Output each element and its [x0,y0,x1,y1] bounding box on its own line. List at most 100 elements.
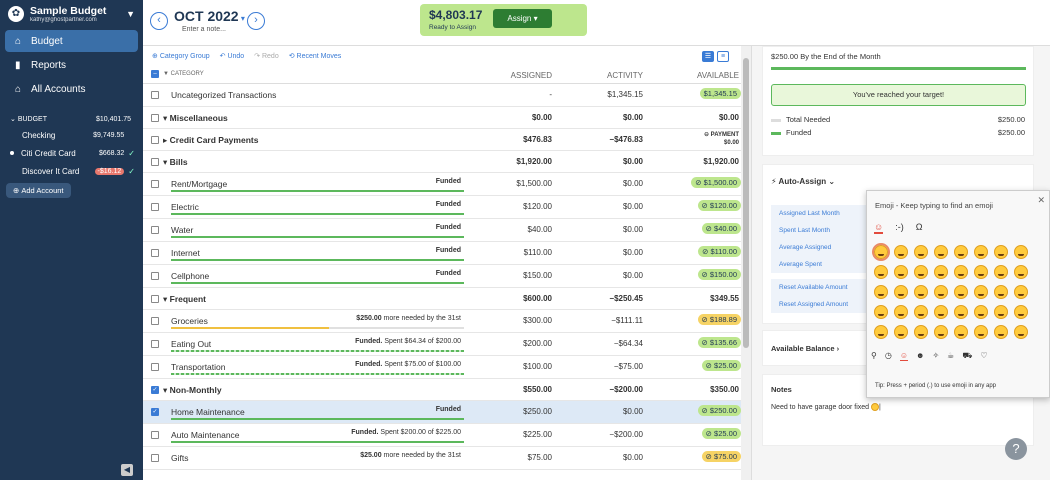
row-checkbox[interactable] [151,249,159,257]
emoji-face-icon[interactable] [934,285,948,299]
activity-value[interactable]: $0.00 [622,248,643,257]
category-group-row[interactable]: ▾ Frequent $600.00 −$250.45 $349.55 [143,288,751,310]
group-name[interactable]: ▾ Miscellaneous [163,113,228,123]
assigned-value[interactable]: $1,920.00 [516,157,552,166]
emoji-face-icon[interactable] [1014,325,1028,339]
available-pill[interactable]: ⊘ $150.00 [697,269,741,280]
activity-value[interactable]: $0.00 [622,202,643,211]
activity-value[interactable]: −$200.00 [609,385,643,394]
collapse-sidebar-icon[interactable]: ◀ [121,464,133,476]
category-row[interactable]: Eating Out Funded. Spent $64.34 of $200.0… [143,333,751,356]
assigned-value[interactable]: $200.00 [523,339,552,348]
category-row[interactable]: Transportation Funded. Spent $75.00 of $1… [143,356,751,379]
category-name[interactable]: Auto Maintenance [171,430,240,440]
row-checkbox[interactable] [151,454,159,462]
category-name[interactable]: Rent/Mortgage [171,179,228,189]
assigned-value[interactable]: $1,500.00 [516,179,552,188]
assigned-value[interactable]: $75.00 [527,453,552,462]
row-checkbox[interactable] [151,295,159,303]
smiley-icon[interactable]: ☺ [899,351,909,361]
category-row[interactable]: Water Funded $40.00 $0.00 ⊘ $40.00 [143,219,751,242]
group-name[interactable]: ▾ Frequent [163,294,207,304]
emoji-face-icon[interactable] [974,285,988,299]
assigned-value[interactable]: $110.00 [523,248,552,257]
category-name[interactable]: Transportation [171,362,226,372]
category-row[interactable]: Electric Funded $120.00 $0.00 ⊘ $120.00 [143,196,751,219]
category-group-row[interactable]: ▸ Credit Card Payments $476.83 −$476.83 ⊖ P… [143,129,751,151]
available-pill[interactable]: ⊘ $110.00 [698,246,741,257]
recent-icon[interactable]: ◷ [884,351,892,360]
account-discover-it-card[interactable]: Discover It Card -$16.12 ✓ [0,162,143,180]
available-pill[interactable]: ⊘ $1,500.00 [691,177,741,188]
nav-all-accounts[interactable]: ⌂ All Accounts [5,78,138,100]
auto-assign-item[interactable]: Average Assigned [771,239,871,256]
food-icon[interactable]: ☕ [947,351,955,360]
activity-value[interactable]: $0.00 [622,113,643,122]
redo-button[interactable]: ↷ Redo [254,53,279,60]
activity-value[interactable]: $0.00 [622,271,643,280]
category-row[interactable]: Groceries $250.00 more needed by the 31st… [143,310,751,333]
travel-icon[interactable]: ⛟ [962,351,973,360]
row-checkbox[interactable] [151,317,159,325]
emoji-face-icon[interactable] [1014,265,1028,279]
emoji-face-icon[interactable] [874,305,888,319]
activity-value[interactable]: $0.00 [622,453,643,462]
tab-symbols[interactable]: Ω [915,222,923,232]
emoji-face-icon[interactable] [1014,245,1028,259]
assigned-value[interactable]: $476.83 [523,135,552,144]
emoji-face-icon[interactable] [914,325,928,339]
assigned-value[interactable]: $150.00 [523,271,552,280]
available-pill[interactable]: ⊘ $188.89 [697,314,741,325]
category-row[interactable]: Uncategorized Transactions - $1,345.15 $1,3… [143,84,751,107]
activity-value[interactable]: −$111.11 [611,316,643,325]
assigned-value[interactable]: $225.00 [523,430,552,439]
grid-scrollbar[interactable] [741,46,751,480]
list-view-icon[interactable]: ☰ [702,51,714,62]
emoji-face-icon[interactable] [974,265,988,279]
emoji-face-icon[interactable] [954,265,968,279]
emoji-face-icon[interactable] [894,325,908,339]
row-checkbox[interactable] [151,136,159,144]
tab-kaomoji[interactable]: :-) [895,222,904,232]
assign-button[interactable]: Assign ▾ [493,9,552,28]
category-name[interactable]: Electric [171,202,199,212]
category-name[interactable]: Gifts [171,453,189,463]
available-pill[interactable]: ⊘ $25.00 [701,360,741,371]
prev-month-icon[interactable]: ‹ [150,12,168,30]
row-checkbox[interactable] [151,363,159,371]
emoji-face-icon[interactable] [994,325,1008,339]
row-checkbox[interactable]: ✓ [151,408,159,416]
emoji-face-icon[interactable] [934,245,948,259]
help-button[interactable]: ? [1005,438,1027,460]
budget-section-header[interactable]: ⌄ BUDGET $10,401.75 [0,112,143,126]
emoji-face-icon[interactable] [974,245,988,259]
emoji-face-icon[interactable] [994,305,1008,319]
emoji-face-icon[interactable] [914,285,928,299]
auto-assign-item[interactable]: Average Spent [771,256,871,273]
emoji-face-icon[interactable] [974,305,988,319]
emoji-face-icon[interactable] [954,325,968,339]
row-checkbox[interactable]: ✓ [151,386,159,394]
auto-assign-item[interactable]: Spent Last Month [771,222,871,239]
next-month-icon[interactable]: › [247,12,265,30]
budget-switcher[interactable]: ✿ Sample Budget kathy@ghostpartner.com ▼ [0,0,143,28]
category-row[interactable]: Gifts $25.00 more needed by the 31st $75.0… [143,447,751,470]
auto-assign-item[interactable]: Reset Available Amount [771,279,871,296]
row-checkbox[interactable] [151,340,159,348]
add-account-button[interactable]: ⊕ Add Account [6,183,71,198]
available-pill[interactable]: ⊘ $135.66 [697,337,741,348]
category-group-row[interactable]: ▾ Miscellaneous $0.00 $0.00 $0.00 [143,107,751,129]
auto-assign-header[interactable]: ⚡ Auto-Assign ⌄ [771,177,836,186]
row-checkbox[interactable] [151,91,159,99]
account-citi-credit-card[interactable]: Citi Credit Card $668.32 ✓ [0,144,143,162]
category-row[interactable]: Auto Maintenance Funded. Spent $200.00 of… [143,424,751,447]
group-name[interactable]: ▸ Credit Card Payments [163,135,259,145]
celebration-icon[interactable]: ✧ [932,351,940,360]
add-category-group-button[interactable]: ⊕ Category Group [152,53,210,60]
assigned-value[interactable]: $0.00 [531,113,552,122]
assigned-value[interactable]: $300.00 [523,316,552,325]
assigned-value[interactable]: - [549,90,552,99]
emoji-face-icon[interactable] [914,265,928,279]
emoji-face-icon[interactable] [874,285,888,299]
assigned-value[interactable]: $600.00 [523,294,552,303]
